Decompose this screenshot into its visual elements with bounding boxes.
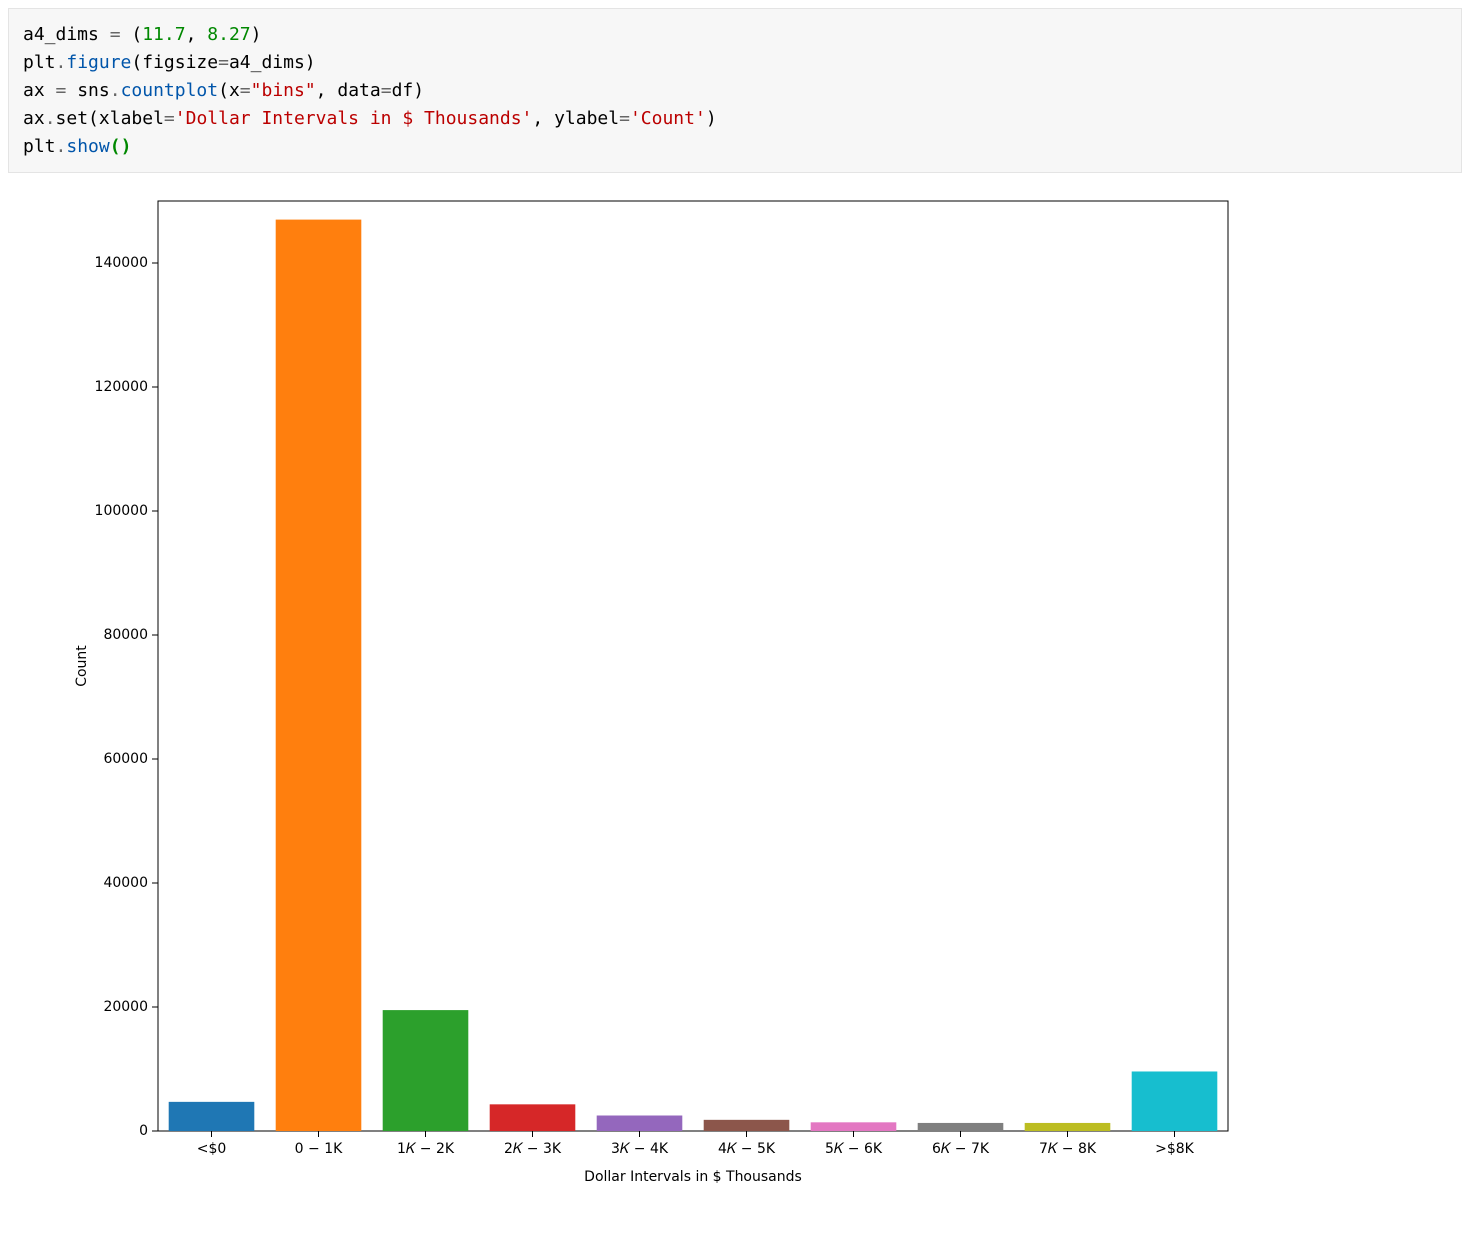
code-token: . <box>56 136 67 157</box>
code-cell: a4_dims = (11.7, 8.27) plt.figure(figsiz… <box>8 8 1462 173</box>
code-token: figsize <box>142 52 218 73</box>
code-token: ) <box>413 80 424 101</box>
code-token: ( <box>88 108 99 129</box>
y-tick-label: 20000 <box>103 999 148 1015</box>
code-token: = <box>164 108 175 129</box>
code-token: ( <box>218 80 229 101</box>
x-tick-label: 2𝐾 − 3K <box>504 1141 562 1157</box>
code-token: , <box>186 24 208 45</box>
bar <box>490 1105 576 1132</box>
x-tick-label: 5𝐾 − 6K <box>825 1141 883 1157</box>
bar <box>1025 1123 1111 1131</box>
code-token: ) <box>121 136 132 157</box>
code-token: ( <box>131 52 142 73</box>
bar <box>169 1102 255 1131</box>
code-token: df <box>392 80 414 101</box>
code-token: . <box>45 108 56 129</box>
code-token: show <box>66 136 109 157</box>
code-token: countplot <box>121 80 219 101</box>
y-tick-label: 80000 <box>103 627 148 643</box>
x-axis-label: Dollar Intervals in $ Thousands <box>584 1169 802 1185</box>
code-token: xlabel <box>99 108 164 129</box>
code-token: "bins" <box>251 80 316 101</box>
code-token: . <box>56 52 67 73</box>
bar <box>1132 1072 1218 1132</box>
code-token: 'Dollar Intervals in $ Thousands' <box>175 108 533 129</box>
x-tick-label: 7𝐾 − 8K <box>1039 1141 1097 1157</box>
code-token: = <box>218 52 229 73</box>
code-token: , <box>316 80 338 101</box>
code-token: . <box>110 80 121 101</box>
code-token: a4_dims <box>229 52 305 73</box>
code-token: ) <box>706 108 717 129</box>
code-token: ax <box>23 80 45 101</box>
code-token: plt <box>23 136 56 157</box>
code-token: ) <box>305 52 316 73</box>
countplot-figure: 0 20000 40000 60000 80000 100000 120000 140000 <… <box>68 191 1258 1201</box>
code-token: 11.7 <box>142 24 185 45</box>
bar <box>383 1011 469 1132</box>
y-tick-label: 40000 <box>103 875 148 891</box>
x-tick-label: 0 − 1K <box>295 1141 343 1157</box>
code-token: ( <box>110 136 121 157</box>
code-token: data <box>337 80 380 101</box>
code-token: x <box>229 80 240 101</box>
bar <box>276 220 362 1131</box>
x-tick-label: >$8K <box>1155 1141 1195 1157</box>
x-tick-label: 3𝐾 − 4K <box>611 1141 669 1157</box>
y-tick-label: 120000 <box>95 379 148 395</box>
y-tick-label: 140000 <box>95 255 148 271</box>
bar <box>597 1116 683 1132</box>
countplot-svg: 0 20000 40000 60000 80000 100000 120000 140000 <… <box>68 191 1243 1201</box>
code-token: ax <box>23 108 45 129</box>
code-token: figure <box>66 52 131 73</box>
x-tick-label: <$0 <box>197 1141 227 1157</box>
x-tick-label: 6𝐾 − 7K <box>932 1141 990 1157</box>
y-tick-label: 60000 <box>103 751 148 767</box>
code-token: sns <box>77 80 110 101</box>
code-token: = <box>45 80 78 101</box>
code-token: ) <box>251 24 262 45</box>
code-token: 8.27 <box>207 24 250 45</box>
code-token: plt <box>23 52 56 73</box>
bar <box>918 1123 1004 1131</box>
code-token: set <box>56 108 89 129</box>
output-area: 0 20000 40000 60000 80000 100000 120000 140000 <… <box>8 191 1462 1201</box>
x-tick-label: 4𝐾 − 5K <box>718 1141 776 1157</box>
code-token: = <box>99 24 132 45</box>
y-tick-label: 100000 <box>95 503 148 519</box>
x-tick-label: 1𝐾 − 2K <box>397 1141 455 1157</box>
y-axis-label: Count <box>74 645 90 687</box>
bar <box>704 1120 790 1131</box>
code-token: ( <box>131 24 142 45</box>
bar <box>811 1123 897 1132</box>
code-token: 'Count' <box>630 108 706 129</box>
code-token: ylabel <box>554 108 619 129</box>
code-token: a4_dims <box>23 24 99 45</box>
code-token: = <box>240 80 251 101</box>
y-tick-label: 0 <box>139 1123 148 1139</box>
code-token: , <box>532 108 554 129</box>
code-token: = <box>619 108 630 129</box>
code-token: = <box>381 80 392 101</box>
